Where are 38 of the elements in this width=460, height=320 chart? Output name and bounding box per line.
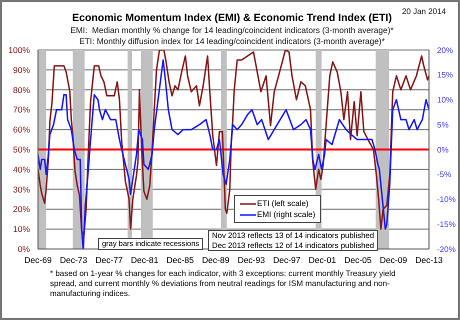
- y-tick-label: 30%: [12, 184, 30, 194]
- x-tick-label: Dec-13: [415, 255, 443, 266]
- y2-tick-label: -20%: [437, 244, 456, 254]
- y2-tick-label: -10%: [437, 195, 456, 204]
- y2-tick-label: 10%: [437, 96, 454, 105]
- chart-subtitle: EMI: Median monthly % change for 14 leading/coincident indicators (3-month average)* ETI: Monthly diffusion index for 14 leading/coincident indicators (3-month average)*: [69, 25, 395, 46]
- y2-tick-label: 15%: [437, 70, 454, 80]
- y-tick-label: 80%: [12, 84, 30, 95]
- y-tick-label: 40%: [12, 164, 30, 174]
- chart-title: Economic Momentum Index (EMI) & Economic Trend Index (ETI): [72, 12, 392, 24]
- y2-tick-label: -5%: [437, 170, 452, 180]
- legend-label: ETI (left scale): [257, 198, 309, 209]
- x-tick-label: Dec-73: [60, 255, 88, 266]
- x-tick-label: Dec-81: [130, 255, 159, 266]
- x-tick-label: Dec-01: [308, 255, 336, 266]
- y-tick-label: 70%: [12, 104, 30, 115]
- y-tick-label: 10%: [12, 224, 30, 234]
- y2-tick-label: 5%: [437, 120, 449, 130]
- y-tick-label: 100%: [8, 45, 30, 56]
- y2-tick-label: 20%: [437, 46, 454, 55]
- y-tick-label: 60%: [12, 124, 30, 135]
- x-tick-label: Dec-09: [380, 255, 408, 266]
- x-tick-label: Dec-77: [95, 255, 124, 266]
- x-tick-label: Dec-85: [166, 255, 194, 266]
- x-tick-label: Dec-97: [273, 255, 301, 266]
- y-tick-label: 50%: [12, 144, 30, 155]
- text: * based on 1-year % changes for each indicator, with 3 exceptions: current monthly Treasury yield spread, and current monthly % deviations from neutral readings for ISM manufacturing and non-manufacturing indices.: [50, 269, 397, 299]
- legend-label: EMI (right scale): [257, 209, 316, 220]
- x-tick-label: Dec-05: [344, 255, 372, 266]
- x-tick-label: Dec-89: [202, 255, 230, 266]
- y-tick-label: 90%: [12, 64, 30, 75]
- y-tick-label: 0%: [18, 244, 30, 254]
- y2-tick-label: 0%: [437, 145, 449, 154]
- y-tick-label: 20%: [12, 204, 30, 214]
- x-tick-label: Dec-93: [238, 255, 266, 266]
- text: 20 Jan 2014: [402, 7, 446, 16]
- x-tick-label: Dec-69: [24, 255, 52, 266]
- y2-tick-label: -15%: [437, 220, 456, 229]
